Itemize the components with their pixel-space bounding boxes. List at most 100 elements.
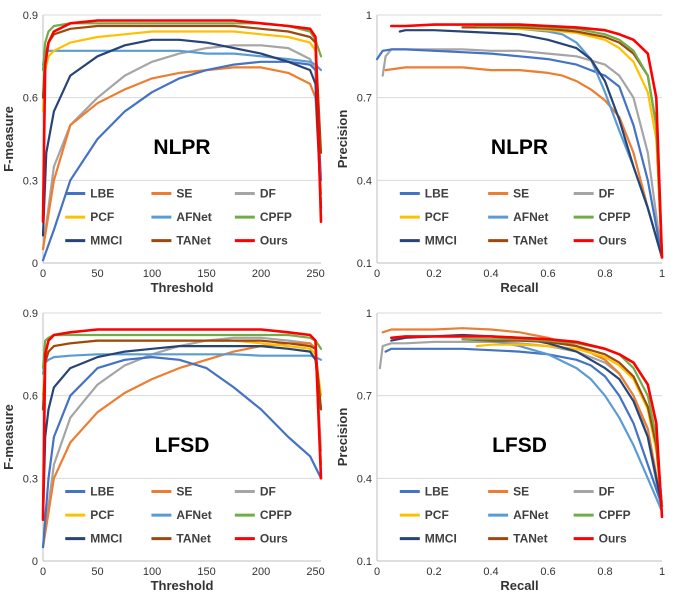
- series-line-mmci: [398, 29, 664, 259]
- legend-label-cpfp: CPFP: [260, 210, 292, 224]
- y-tick-label: 0.6: [23, 93, 38, 105]
- legend-label-tanet: TANet: [176, 234, 210, 248]
- chart-3: 0 0.3 0.6 0.9 0 50 100 150 200 250 Threshold F-meas…: [1, 308, 325, 593]
- y-tick-label: 0.1: [357, 258, 372, 270]
- legend-label-lbe: LBE: [425, 187, 449, 201]
- x-tick-label: 250: [306, 566, 324, 578]
- legend-label-ours: Ours: [260, 234, 288, 248]
- x-axis-label: Threshold: [151, 578, 214, 593]
- series-line-mmci: [41, 345, 323, 521]
- series-line-tanet: [41, 24, 323, 154]
- chart-4: 0.1 0.4 0.7 1 0 0.2 0.4 0.6 0.8 1 Recall Precision L…: [335, 308, 665, 593]
- series-line-ours: [41, 328, 323, 522]
- legend-label-df: DF: [599, 187, 615, 201]
- x-tick-label: 0: [374, 268, 380, 280]
- y-tick-label: 0.3: [23, 473, 38, 485]
- y-axis-label: F-measure: [1, 404, 16, 470]
- x-tick-label: 0.2: [426, 268, 441, 280]
- x-tick-label: 0.8: [597, 566, 612, 578]
- legend-label-mmci: MMCI: [90, 532, 122, 546]
- x-tick-label: 250: [306, 268, 324, 280]
- series-line-ours: [389, 23, 664, 259]
- series-line-afnet: [41, 353, 323, 375]
- series-line-lbe: [375, 48, 664, 259]
- x-tick-label: 0.4: [483, 268, 498, 280]
- x-tick-label: 50: [91, 268, 103, 280]
- x-tick-label: 150: [197, 566, 215, 578]
- legend-label-pcf: PCF: [425, 210, 449, 224]
- legend-label-tanet: TANet: [513, 532, 547, 546]
- legend-label-df: DF: [599, 485, 615, 499]
- y-axis-label: F-measure: [1, 106, 16, 172]
- legend-label-se: SE: [176, 485, 192, 499]
- series-line-lbe: [41, 60, 323, 262]
- y-tick-label: 0.7: [357, 391, 372, 403]
- legend-label-cpfp: CPFP: [260, 508, 292, 522]
- legend-label-se: SE: [513, 187, 529, 201]
- legend-label-cpfp: CPFP: [599, 210, 631, 224]
- legend-label-cpfp: CPFP: [599, 508, 631, 522]
- legend-label-tanet: TANet: [176, 532, 210, 546]
- x-tick-label: 0.2: [426, 566, 441, 578]
- series-line-se: [381, 327, 664, 507]
- chart-title: NLPR: [153, 136, 210, 159]
- legend-label-mmci: MMCI: [90, 234, 122, 248]
- x-tick-label: 100: [143, 566, 161, 578]
- x-tick-label: 1: [659, 268, 665, 280]
- legend-label-tanet: TANet: [513, 234, 547, 248]
- x-tick-label: 0: [40, 268, 46, 280]
- chart-title: LFSD: [155, 434, 210, 457]
- chart-1: 0 0.3 0.6 0.9 0 50 100 150 200 250 Threshold F-meas…: [1, 10, 325, 295]
- series-line-ours: [41, 19, 323, 223]
- x-tick-label: 100: [143, 268, 161, 280]
- series-line-cpfp: [41, 22, 323, 72]
- x-axis-label: Recall: [500, 578, 538, 593]
- legend-label-afnet: AFNet: [176, 210, 211, 224]
- legend-label-mmci: MMCI: [425, 234, 457, 248]
- legend-label-ours: Ours: [599, 532, 627, 546]
- legend-label-lbe: LBE: [425, 485, 449, 499]
- legend-label-se: SE: [176, 187, 192, 201]
- series-line-ours: [389, 335, 664, 519]
- x-tick-label: 0.6: [540, 268, 555, 280]
- legend-label-afnet: AFNet: [513, 210, 548, 224]
- y-tick-label: 0: [32, 258, 38, 270]
- legend-label-se: SE: [513, 485, 529, 499]
- x-axis-label: Recall: [500, 280, 538, 295]
- x-tick-label: 0.4: [483, 566, 498, 578]
- y-tick-label: 0.9: [23, 308, 38, 320]
- chart-title: LFSD: [492, 434, 547, 457]
- y-tick-label: 1: [366, 10, 372, 22]
- legend-label-df: DF: [260, 187, 276, 201]
- y-tick-label: 0.7: [357, 93, 372, 105]
- series-line-mmci: [41, 38, 323, 237]
- x-tick-label: 1: [659, 566, 665, 578]
- series-line-tanet: [461, 338, 664, 507]
- legend-label-pcf: PCF: [90, 210, 114, 224]
- y-tick-label: 0: [32, 556, 38, 568]
- legend-label-mmci: MMCI: [425, 532, 457, 546]
- legend-label-df: DF: [260, 485, 276, 499]
- y-tick-label: 0.4: [357, 175, 372, 187]
- x-tick-label: 0.6: [540, 566, 555, 578]
- x-tick-label: 150: [197, 268, 215, 280]
- legend-label-afnet: AFNet: [176, 508, 211, 522]
- chart-2: 0.1 0.4 0.7 1 0 0.2 0.4 0.6 0.8 1 Recall Precision N…: [335, 10, 665, 295]
- series-line-cpfp: [475, 24, 664, 259]
- legend-label-ours: Ours: [260, 532, 288, 546]
- series-line-lbe: [41, 356, 323, 549]
- x-tick-label: 0: [374, 566, 380, 578]
- series-line-se: [41, 66, 323, 251]
- x-tick-label: 200: [252, 566, 270, 578]
- series-line-lbe: [384, 347, 664, 507]
- legend-label-afnet: AFNet: [513, 508, 548, 522]
- x-axis-label: Threshold: [151, 280, 214, 295]
- y-tick-label: 0.9: [23, 10, 38, 22]
- y-tick-label: 0.6: [23, 391, 38, 403]
- legend-label-pcf: PCF: [90, 508, 114, 522]
- y-tick-label: 0.4: [357, 473, 372, 485]
- y-tick-label: 0.1: [357, 556, 372, 568]
- x-tick-label: 0: [40, 566, 46, 578]
- series-line-afnet: [489, 339, 664, 513]
